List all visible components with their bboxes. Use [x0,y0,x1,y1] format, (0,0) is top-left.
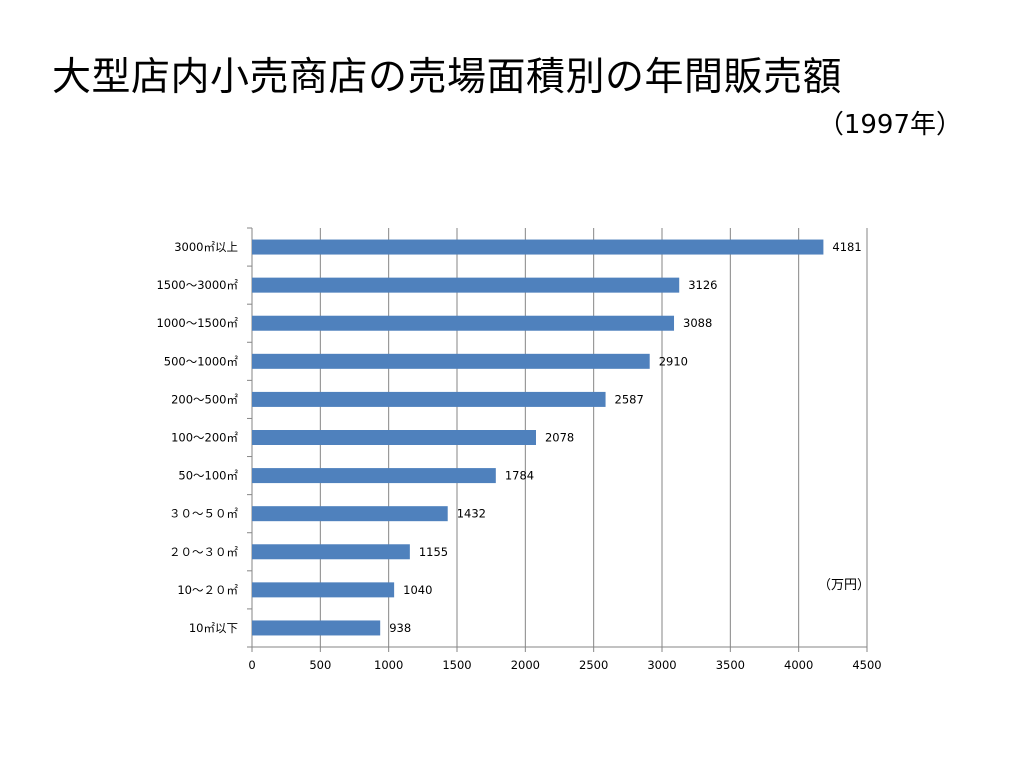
slide-subtitle: （1997年） [817,110,962,140]
bar [252,430,536,445]
data-label: 938 [389,621,411,635]
bar [252,239,824,255]
data-label: 3126 [688,278,717,292]
slide-title: 大型店内小売商店の売場面積別の年間販売額 [52,55,843,100]
bar [252,277,680,293]
x-tick-label: 2500 [579,658,608,672]
bar [252,353,650,369]
data-label: 1155 [419,545,448,559]
unit-label: （万円） [818,578,871,593]
category-label: 1500～3000㎡ [156,278,238,292]
data-label: 1040 [403,583,432,597]
x-tick-label: 1500 [442,658,471,672]
category-label: 3000㎡以上 [174,240,238,254]
x-tick-label: 3000 [647,658,676,672]
data-label: 3088 [683,316,712,330]
category-label: 100～200㎡ [171,431,238,445]
data-label: 4181 [832,240,861,254]
category-label: 200～500㎡ [171,392,238,406]
bar [252,620,381,636]
data-label: 1432 [457,507,486,521]
bar [252,468,496,484]
labels: 0 500 1000 1500 2000 2500 3000 3500 4000 4500 4181… [156,240,881,672]
x-tick-label: 500 [309,658,331,672]
category-label: 10～２０㎡ [177,583,238,597]
bar [252,391,606,407]
category-label: 1000～1500㎡ [156,316,238,330]
bar [252,544,410,560]
data-label: 2587 [615,392,644,406]
data-label: 2910 [659,354,688,368]
x-tick-label: 1000 [374,658,403,672]
bar [252,315,675,331]
bars [252,239,824,636]
category-label: 10㎡以下 [189,621,238,635]
grid-lines [247,227,868,652]
category-label: 500～1000㎡ [164,354,239,368]
bar [252,506,448,522]
x-tick-label: 3500 [716,658,745,672]
bar [252,582,395,598]
category-label: ３０～５０㎡ [169,507,238,521]
data-label: 1784 [505,469,534,483]
category-label: ２０～３０㎡ [169,545,238,559]
x-tick-label: 4500 [852,658,881,672]
x-tick-label: 4000 [784,658,813,672]
x-tick-label: 2000 [511,658,540,672]
category-label: 50～100㎡ [178,469,238,483]
x-tick-label: 0 [248,658,255,672]
data-label: 2078 [545,431,574,445]
